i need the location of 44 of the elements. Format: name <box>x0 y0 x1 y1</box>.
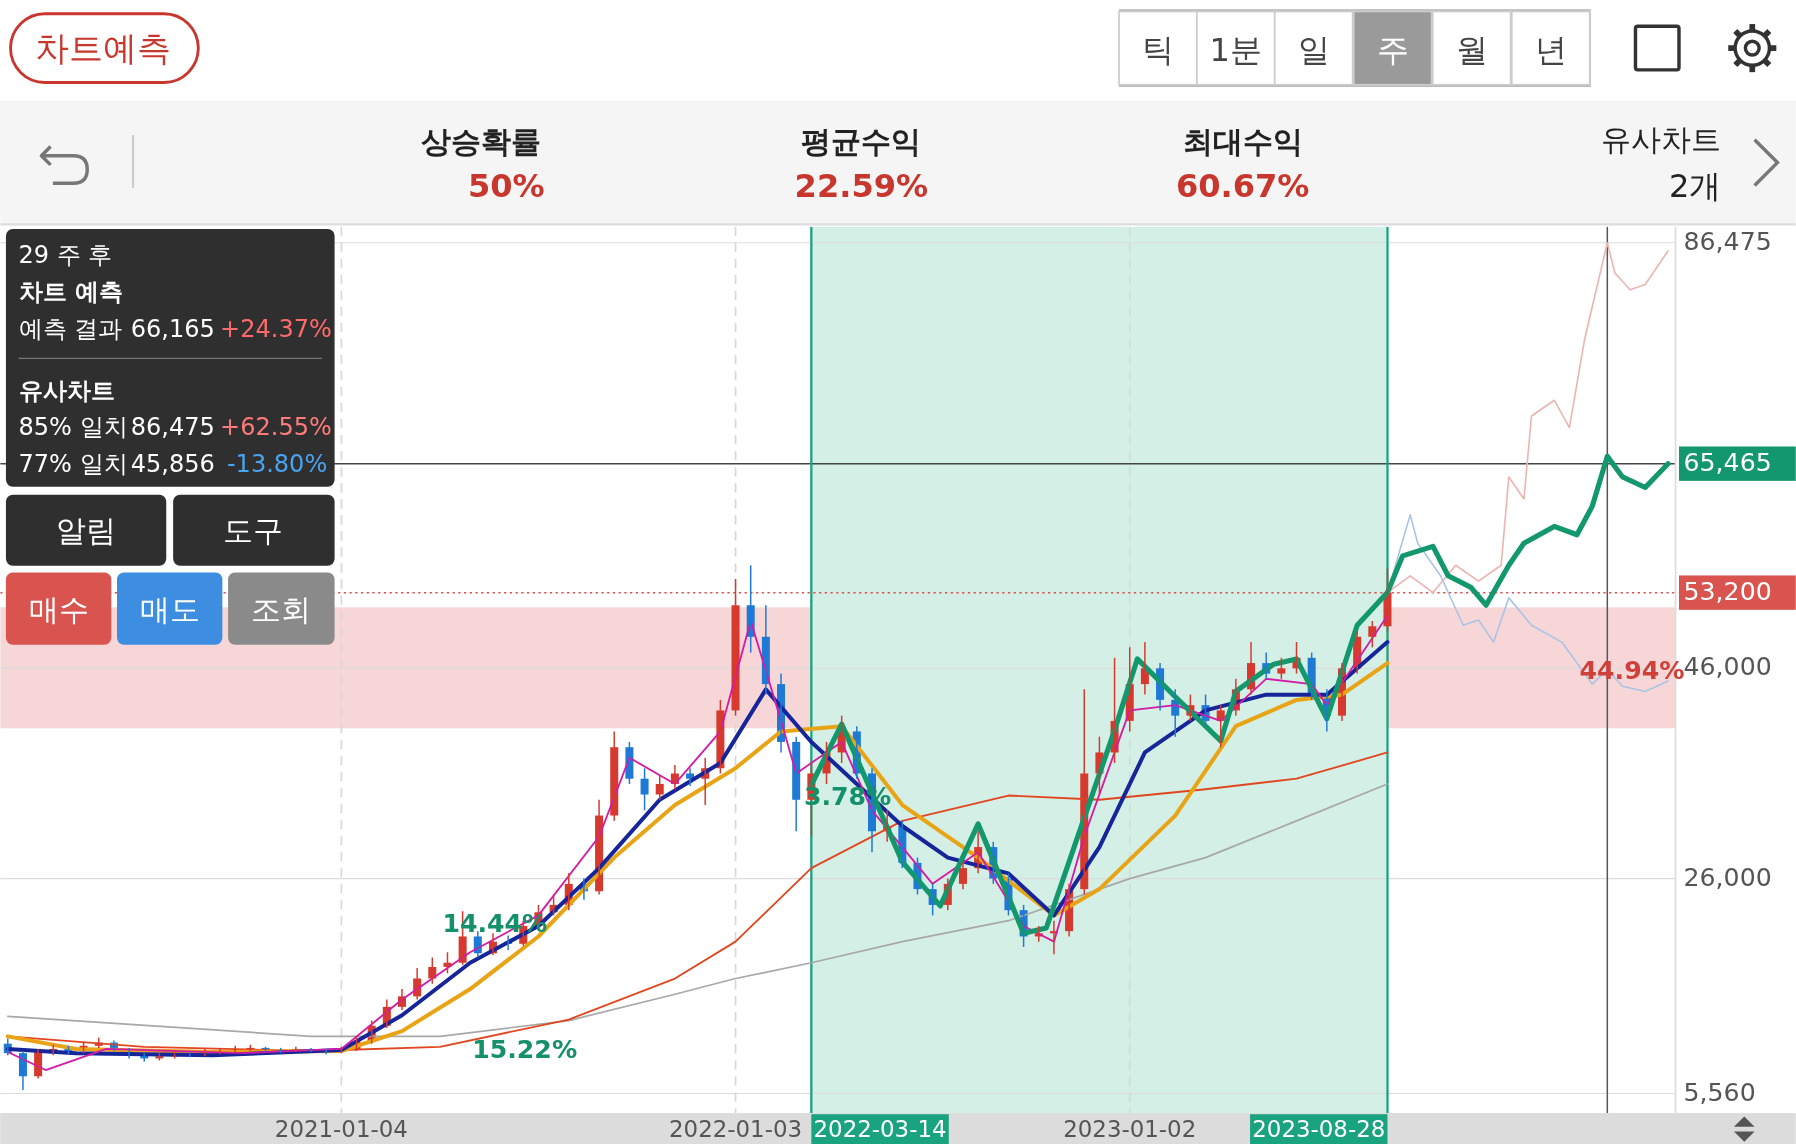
annotation: 예측 결과 <box>18 314 123 343</box>
text: 차트예측 <box>35 27 172 68</box>
text: 일 <box>1297 30 1330 69</box>
text: 2개 <box>1668 166 1722 205</box>
x-tick-label: 2022-01-03 <box>669 1115 803 1142</box>
text: 22.59% <box>794 166 929 205</box>
annotation: 매수 <box>28 591 89 627</box>
annotation: +24.37% <box>220 314 332 343</box>
annotation: 77% 일치 <box>18 449 128 478</box>
x-tick-label: 2023-01-02 <box>1063 1115 1197 1142</box>
text: 월 <box>1455 30 1488 69</box>
annotation: 도구 <box>223 512 284 548</box>
ref-line-label: 2023-08-28 <box>1252 1115 1386 1142</box>
text: 평균수익 <box>801 124 922 160</box>
annotation: 45,856 <box>130 449 215 478</box>
y-tick-label: 5,560 <box>1683 1077 1756 1107</box>
annotation: +62.55% <box>220 413 332 442</box>
annotation: 조회 <box>250 591 311 627</box>
text: 유사차트 <box>1601 122 1722 158</box>
annotation: 유사차트 <box>18 376 115 405</box>
y-tick-label: 86,475 <box>1683 226 1772 256</box>
text: 틱 <box>1141 30 1174 69</box>
text: 50% <box>468 166 545 205</box>
text: 60.67% <box>1175 166 1310 205</box>
annotation: 85% 일치 <box>18 413 128 442</box>
text: 1분 <box>1209 30 1263 69</box>
annotation: 66,165 <box>130 314 215 343</box>
annotation: -13.80% <box>226 449 328 478</box>
ref-line-label: 53,200 <box>1683 576 1772 606</box>
annotation: 15.22% <box>472 1035 578 1065</box>
text: 상승확률 <box>421 124 542 160</box>
text: 주 <box>1376 30 1409 69</box>
annotation: 알림 <box>56 512 117 548</box>
ref-line-label: 65,465 <box>1683 447 1772 477</box>
annotation: 86,475 <box>130 413 215 442</box>
y-tick-label: 46,000 <box>1683 652 1772 682</box>
annotation: 29 주 후 <box>18 241 113 270</box>
annotation: 차트 예측 <box>18 278 123 307</box>
annotation: 매도 <box>139 591 200 627</box>
ref-line-label: 2022-03-14 <box>813 1115 947 1142</box>
y-tick-label: 26,000 <box>1683 862 1772 892</box>
text: 년 <box>1534 30 1567 69</box>
text: 최대수익 <box>1182 124 1303 160</box>
x-tick-label: 2021-01-04 <box>274 1115 408 1142</box>
